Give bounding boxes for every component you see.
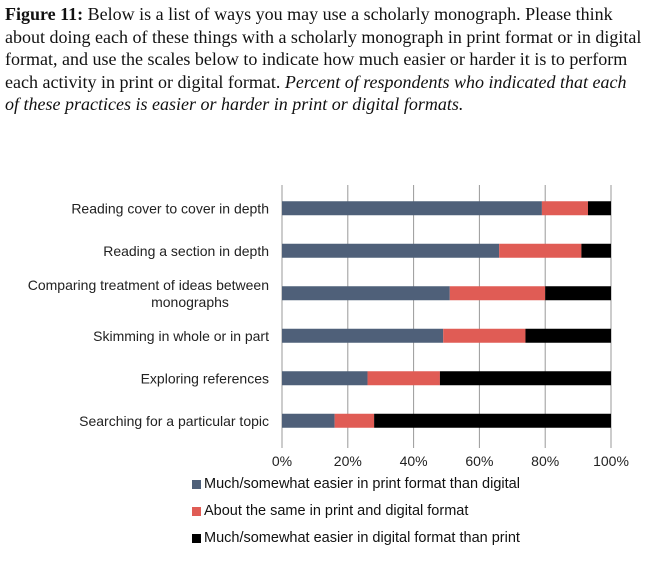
bar-segment bbox=[587, 201, 611, 216]
legend-item: Much/somewhat easier in print format tha… bbox=[192, 476, 520, 492]
stacked-bar-chart: 0% 20% 40% 60% 80% 100% Reading cover to cover… bbox=[28, 185, 629, 469]
x-tick-label: 80% bbox=[531, 453, 559, 469]
figure-label: Figure 11: bbox=[5, 4, 84, 24]
category-label: Comparing treatment of ideas between bbox=[28, 277, 269, 293]
legend-label: Much/somewhat easier in print format tha… bbox=[204, 476, 520, 492]
category-label: monographs bbox=[151, 294, 229, 310]
legend-swatch bbox=[192, 533, 201, 543]
bar-segment bbox=[545, 286, 611, 301]
caption-text: Below is a list of ways you may use a sc… bbox=[5, 4, 642, 92]
bar-segment bbox=[282, 243, 500, 258]
legend-swatch bbox=[192, 506, 201, 516]
legend-swatch bbox=[192, 479, 201, 489]
bar-segment bbox=[581, 243, 611, 258]
bar-segment bbox=[499, 243, 582, 258]
x-tick-label: 40% bbox=[400, 453, 428, 469]
category-label: Reading cover to cover in depth bbox=[71, 200, 269, 216]
bar-segment bbox=[374, 413, 611, 428]
caption-italic-text: Percent of respondents who indicated tha… bbox=[5, 71, 627, 115]
category-label: Searching for a particular topic bbox=[79, 413, 269, 429]
category-label: Reading a section in depth bbox=[103, 243, 269, 259]
bar-segment bbox=[282, 371, 368, 386]
bar-segment bbox=[282, 413, 335, 428]
x-tick-label: 20% bbox=[334, 453, 362, 469]
figure-caption: Figure 11: Below is a list of ways you m… bbox=[5, 3, 645, 116]
x-tick-label: 60% bbox=[465, 453, 493, 469]
category-label: Exploring references bbox=[141, 370, 269, 386]
bar-segment bbox=[439, 371, 611, 386]
bar-segment bbox=[282, 328, 444, 343]
x-tick-label: 0% bbox=[272, 453, 292, 469]
bar-segment bbox=[541, 201, 588, 216]
bar-segment bbox=[367, 371, 440, 386]
x-tick-label: 100% bbox=[593, 453, 629, 469]
legend-item: About the same in print and digital form… bbox=[192, 503, 468, 519]
legend-label: Much/somewhat easier in digital format t… bbox=[204, 530, 520, 546]
bar-segment bbox=[443, 328, 526, 343]
bar-segment bbox=[282, 286, 450, 301]
bar-segment bbox=[282, 201, 542, 216]
category-label: Skimming in whole or in part bbox=[93, 328, 269, 344]
legend-label: About the same in print and digital form… bbox=[204, 503, 469, 519]
bar-segment bbox=[449, 286, 546, 301]
legend-item: Much/somewhat easier in digital format t… bbox=[192, 530, 520, 546]
bar-segment bbox=[334, 413, 375, 428]
bar-segment bbox=[525, 328, 611, 343]
